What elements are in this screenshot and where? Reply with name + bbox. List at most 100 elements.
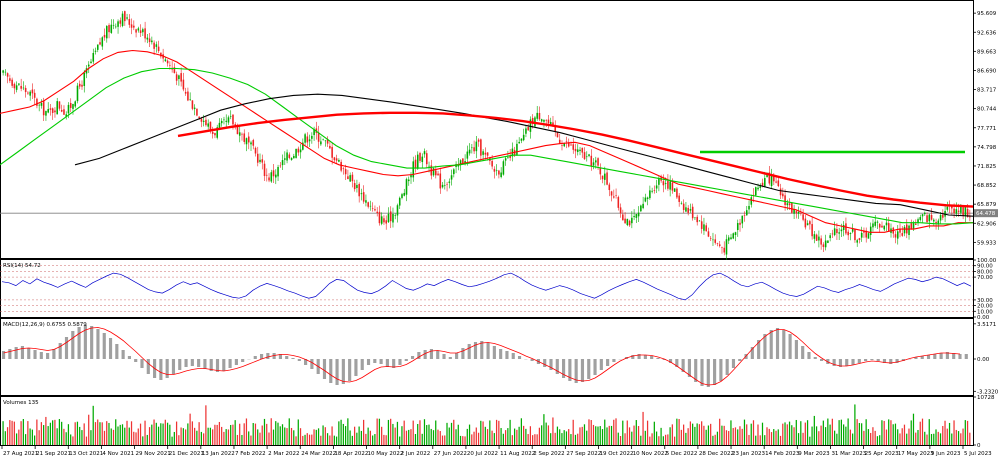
volume-bar (88, 415, 89, 445)
volume-bar (262, 426, 263, 445)
volume-bar (41, 422, 42, 445)
candle-body (27, 93, 29, 94)
candle-body (516, 144, 518, 155)
candle-body (277, 167, 279, 176)
volume-bar (23, 419, 24, 445)
candle-body (699, 221, 701, 222)
volume-bar (724, 426, 725, 445)
candle-body (888, 223, 890, 231)
volume-bar (487, 429, 488, 445)
volume-bar (911, 420, 912, 445)
time-tick-label: 13 Oct 2021 (69, 451, 103, 457)
volume-bar (226, 429, 227, 445)
candle-body (823, 244, 825, 247)
candle-body (243, 133, 245, 141)
candle-body (284, 158, 286, 160)
candle-body (717, 243, 719, 244)
candle-body (246, 138, 248, 144)
candle-body (947, 207, 949, 210)
volume-bar (455, 429, 456, 445)
volume-bar (406, 431, 407, 445)
volume-bar (208, 428, 209, 445)
volume-bar (255, 424, 256, 445)
candle-body (79, 84, 81, 87)
candle-body (232, 115, 234, 125)
volume-bar (464, 436, 465, 445)
candle-body (388, 214, 390, 222)
candle-body (737, 223, 739, 230)
volume-bar (334, 436, 335, 445)
candle-body (667, 181, 669, 189)
volume-bar (618, 433, 619, 445)
candle-body (850, 233, 852, 234)
volume-bar (683, 425, 684, 445)
volume-bar (183, 428, 184, 445)
candle-body (931, 215, 933, 220)
candle-body (654, 190, 656, 191)
macd-histogram-bar (487, 343, 490, 359)
candle-body (347, 176, 349, 179)
candle-body (494, 169, 496, 172)
candle-body (322, 139, 324, 140)
candle-body (115, 27, 117, 28)
candle-body (744, 215, 746, 216)
volume-bar (476, 428, 477, 445)
macd-histogram-bar (147, 359, 150, 374)
volume-bar (104, 431, 105, 445)
volume-bar (757, 425, 758, 445)
volume-bar (435, 420, 436, 445)
volume-bar (462, 436, 463, 445)
volume-bar (377, 419, 378, 445)
macd-histogram-bar (770, 330, 773, 359)
candle-body (586, 156, 588, 157)
candle-body (99, 42, 101, 44)
macd-histogram-bar (801, 346, 804, 359)
candle-body (566, 141, 568, 142)
price-pane[interactable] (1, 1, 974, 259)
volume-bar (392, 424, 393, 445)
volume-bar (131, 421, 132, 445)
candle-body (834, 228, 836, 235)
macd-histogram-bar (235, 359, 238, 365)
macd-histogram-bar (229, 359, 232, 368)
candle-body (198, 117, 200, 118)
macd-histogram-bar (442, 354, 445, 359)
macd-histogram-bar (612, 359, 615, 362)
volume-bar (899, 433, 900, 445)
candle-body (791, 203, 793, 213)
volume-bar (433, 430, 434, 445)
volume-bar (313, 429, 314, 445)
volume-bar (329, 436, 330, 445)
volume-bar (48, 426, 49, 445)
volume-bar (944, 421, 945, 445)
volume-bar (117, 426, 118, 445)
volume-bar (298, 419, 299, 445)
candle-body (340, 162, 342, 171)
candle-body (712, 240, 714, 241)
candle-body (151, 41, 153, 43)
macd-histogram-bar (335, 359, 338, 385)
volume-bar (602, 429, 603, 445)
candle-body (561, 145, 563, 146)
candle-body (424, 151, 426, 154)
time-tick-label: 2 Jun 2022 (401, 451, 431, 457)
volume-bar (877, 436, 878, 445)
time-tick-label: 2 Mar 2022 (268, 451, 299, 457)
candle-body (61, 110, 63, 112)
volume-bar (374, 434, 375, 445)
volume-bar (967, 421, 968, 445)
candle-body (289, 155, 291, 158)
volume-bar (857, 419, 858, 445)
candle-body (829, 235, 831, 238)
volume-bar (726, 430, 727, 445)
candle-body (14, 84, 16, 88)
candle-body (678, 196, 680, 202)
volume-bar (142, 436, 143, 445)
volume-bar (248, 431, 249, 445)
volume-bar (388, 420, 389, 445)
candle-body (755, 187, 757, 195)
candle-body (856, 240, 858, 242)
candle-body (124, 11, 126, 21)
